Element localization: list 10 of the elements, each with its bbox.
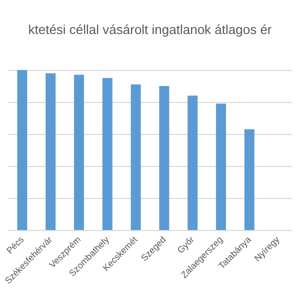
chart-title: ktetési céllal vásárolt ingatlanok átlagos ér [28, 22, 272, 37]
bar [102, 78, 112, 230]
bar [244, 129, 254, 230]
bar [188, 96, 198, 230]
bar [17, 70, 28, 230]
bar [159, 86, 170, 230]
bar [46, 73, 56, 230]
bar [216, 104, 226, 230]
bar [130, 84, 141, 230]
bar [74, 74, 84, 230]
